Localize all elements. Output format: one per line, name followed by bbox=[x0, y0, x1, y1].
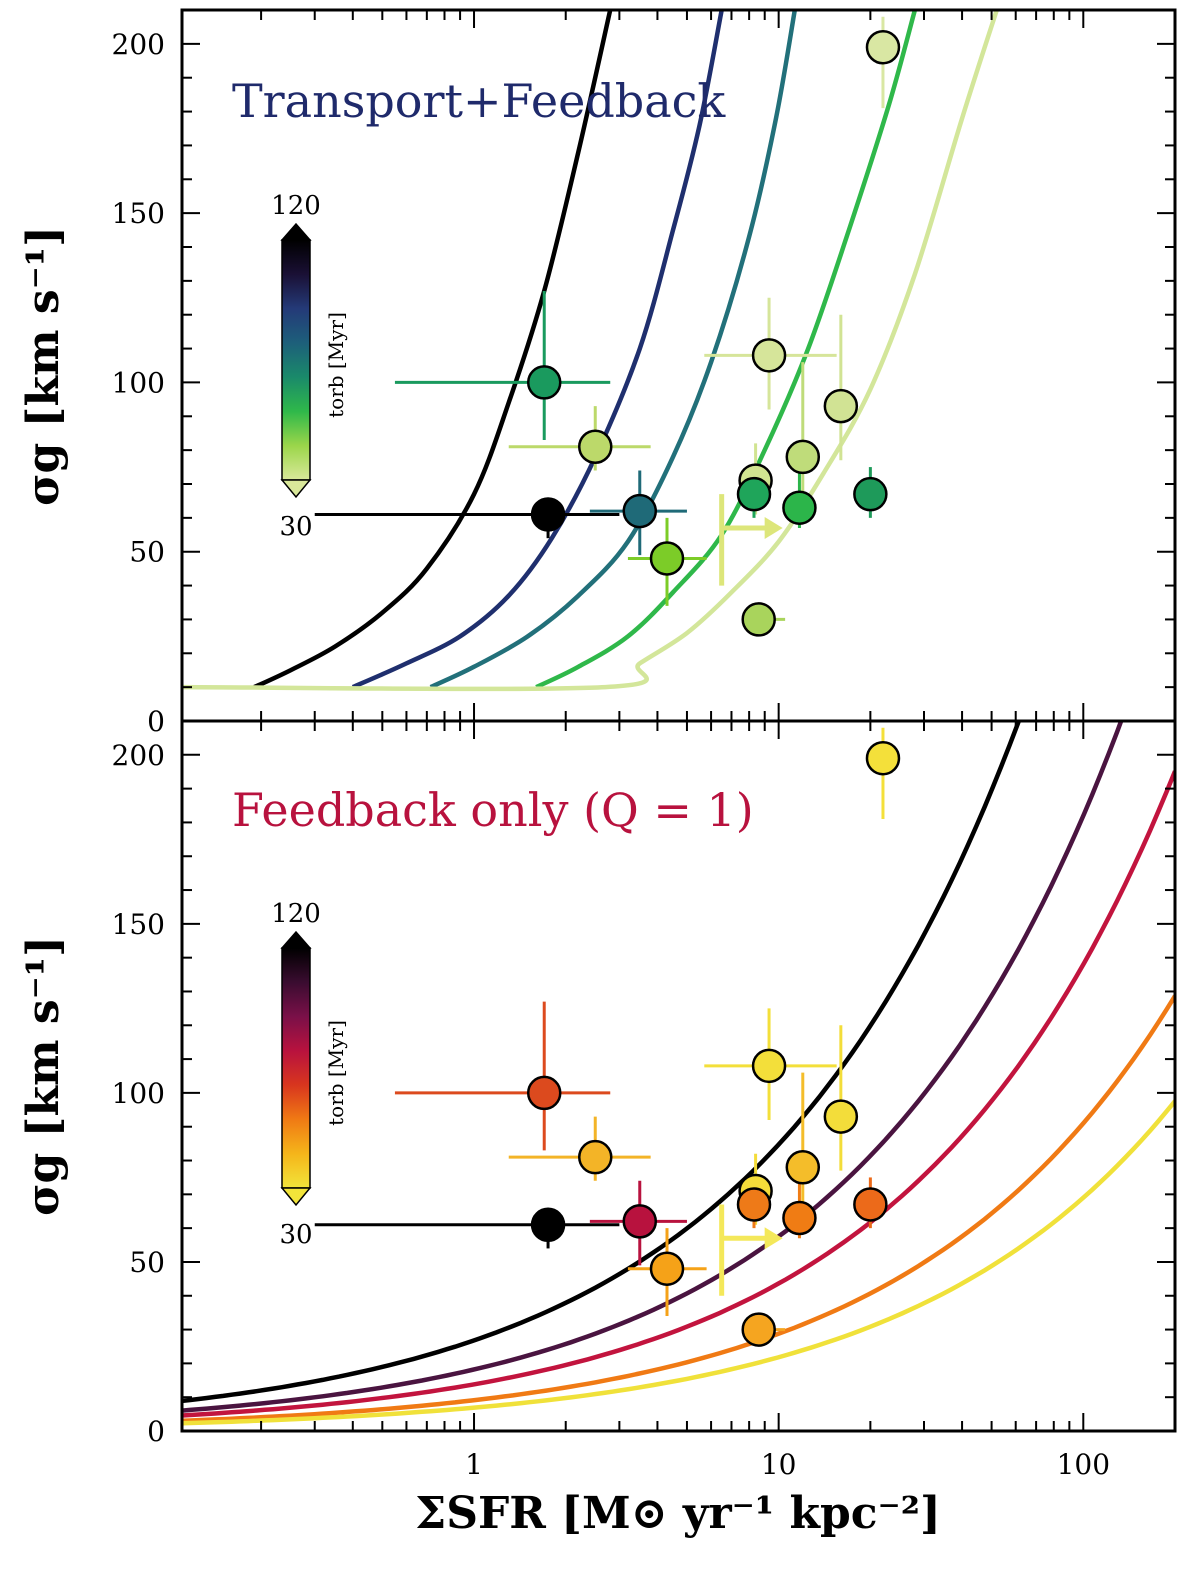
y-tick-label: 100 bbox=[112, 366, 165, 399]
data-point bbox=[622, 493, 658, 529]
y-axis-label-top: σg [km s⁻¹] bbox=[18, 226, 69, 506]
data-point bbox=[853, 1187, 888, 1222]
y-tick-label: 200 bbox=[112, 739, 165, 772]
data-point bbox=[785, 439, 821, 475]
y-tick-label: 150 bbox=[112, 197, 165, 230]
panel-bottom: 1 10 100 0 50 100 150 200 Feedback only (Q = 1)… bbox=[112, 719, 1177, 1481]
colorbar-gradient-top bbox=[281, 239, 311, 481]
axes-frame-bottom bbox=[180, 719, 1177, 1433]
data-points-top bbox=[314, 16, 901, 637]
data-point bbox=[578, 1139, 613, 1175]
data-point bbox=[865, 740, 901, 776]
panel-title-bottom: Feedback only (Q = 1) bbox=[232, 783, 754, 837]
colorbar-bottom: 120 30 torb [Myr] bbox=[271, 899, 348, 1250]
colorbar-min-label-bottom: 30 bbox=[279, 1220, 312, 1250]
y-tick-label: 100 bbox=[112, 1077, 165, 1110]
data-point bbox=[736, 1187, 772, 1222]
panel-top: 0 50 100 150 200 Transport+Feedback 120 30 t… bbox=[112, 8, 1177, 738]
model-curves-bottom bbox=[182, 721, 1175, 1426]
data-point bbox=[578, 429, 613, 465]
y-tick-label: 150 bbox=[112, 908, 165, 941]
y-tick-label: 0 bbox=[147, 705, 165, 738]
data-point bbox=[526, 365, 562, 400]
axis-ticks-bottom: 1 10 100 0 50 100 150 200 bbox=[112, 720, 1176, 1481]
colorbar-max-label-top: 120 bbox=[271, 191, 321, 221]
colorbar-gradient-bottom bbox=[281, 947, 311, 1189]
data-point bbox=[751, 338, 787, 373]
x-axis-label: ΣSFR [M⊙ yr⁻¹ kpc⁻²] bbox=[415, 1488, 941, 1539]
data-points-bottom bbox=[314, 727, 901, 1347]
model-curve bbox=[182, 721, 1124, 1413]
colorbar-min-extend-top bbox=[280, 479, 312, 499]
y-tick-label: 50 bbox=[129, 1246, 165, 1279]
panel-title-top: Transport+Feedback bbox=[232, 74, 726, 128]
data-point bbox=[649, 1251, 685, 1286]
colorbar-label-bottom: torb [Myr] bbox=[324, 1020, 348, 1126]
colorbar-max-extend-top bbox=[280, 222, 312, 241]
limit-arrow-head bbox=[764, 517, 783, 540]
data-point bbox=[649, 541, 685, 576]
x-tick-label: 1 bbox=[465, 1448, 483, 1481]
data-point bbox=[865, 29, 901, 65]
x-tick-label: 100 bbox=[1057, 1448, 1110, 1481]
data-point bbox=[823, 388, 859, 424]
colorbar-label-top: torb [Myr] bbox=[324, 312, 348, 418]
data-point bbox=[530, 497, 566, 532]
y-axis-label-bottom: σg [km s⁻¹] bbox=[18, 936, 69, 1216]
data-point bbox=[530, 1207, 566, 1243]
limit-arrow-head bbox=[764, 1227, 783, 1250]
data-point bbox=[741, 602, 776, 637]
model-curve bbox=[182, 770, 1175, 1418]
model-curve bbox=[182, 721, 1022, 1404]
model-curve bbox=[429, 10, 798, 690]
data-point bbox=[741, 1312, 776, 1347]
data-point bbox=[785, 1150, 821, 1185]
colorbar-max-label-bottom: 120 bbox=[271, 899, 321, 929]
data-point bbox=[853, 476, 888, 512]
model-curves-top bbox=[182, 10, 999, 692]
data-point bbox=[736, 476, 772, 512]
model-curve bbox=[182, 10, 999, 692]
y-tick-label: 50 bbox=[129, 536, 165, 569]
model-curve bbox=[182, 994, 1175, 1424]
model-curve bbox=[535, 10, 918, 690]
colorbar-min-extend-bottom bbox=[280, 1187, 312, 1207]
model-curve bbox=[253, 10, 613, 690]
data-point bbox=[782, 490, 817, 525]
data-point bbox=[751, 1048, 787, 1084]
x-tick-label: 10 bbox=[761, 1448, 797, 1481]
data-point bbox=[526, 1075, 562, 1111]
colorbar-min-label-top: 30 bbox=[279, 512, 312, 542]
data-point bbox=[823, 1099, 859, 1134]
model-curve bbox=[182, 1099, 1175, 1426]
y-tick-label: 200 bbox=[112, 28, 165, 61]
y-tick-label: 0 bbox=[147, 1415, 165, 1448]
colorbar-top: 120 30 torb [Myr] bbox=[271, 191, 348, 542]
colorbar-max-extend-bottom bbox=[280, 930, 312, 949]
data-point bbox=[782, 1200, 817, 1236]
data-point bbox=[622, 1204, 658, 1239]
